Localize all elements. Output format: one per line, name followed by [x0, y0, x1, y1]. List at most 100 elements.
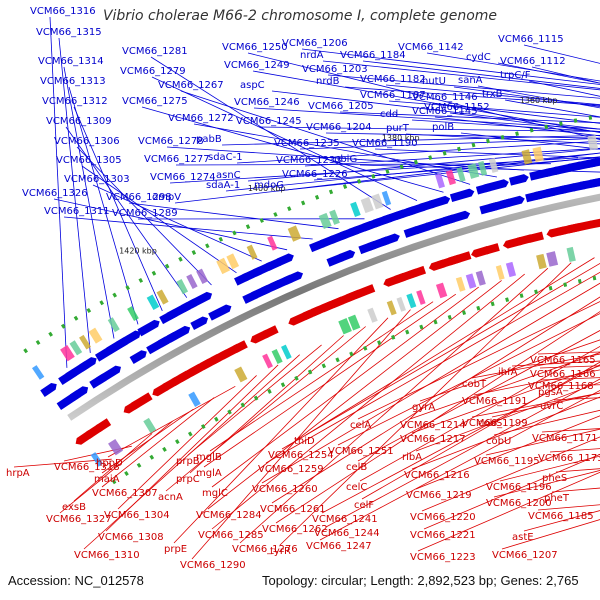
forward-gene-label: VCM66_1145: [412, 106, 478, 117]
forward-gene-label: hutU: [422, 76, 446, 87]
reverse-gene-label: prpB: [176, 456, 200, 467]
reverse-gene-label: VCM66_1166: [530, 369, 596, 380]
reverse-gene-label: maiA: [94, 474, 120, 485]
reverse-gene-label: VCM66_1307: [92, 488, 158, 499]
reverse-gene-label: ribA: [402, 452, 422, 463]
forward-strand-genes-2: [56, 175, 600, 410]
forward-gene-label: VCM66_1184: [340, 50, 406, 61]
kbp-tick-label: 1400 kbp: [248, 184, 286, 193]
genome-backbone: [67, 193, 600, 421]
reverse-gene-label: VCM66_1220: [410, 512, 476, 523]
reverse-gene-label: VCM66_1191: [462, 396, 528, 407]
forward-gene-label: trpC/F: [500, 70, 531, 81]
reverse-gene-label: cobT: [462, 379, 487, 390]
forward-gene-label: VCM66_1146: [412, 92, 478, 103]
reverse-gene-label: VCM66_1219: [406, 490, 472, 501]
forward-gene-label: VCM66_1311: [44, 206, 110, 217]
forward-gene-label: aspC: [240, 80, 265, 91]
reverse-gene-label: pgsA: [538, 387, 563, 398]
reverse-gene-label: VCM66_1199: [462, 418, 528, 429]
forward-gene-label: polB: [432, 122, 454, 133]
reverse-gene-label: VCM66_1318: [54, 462, 120, 473]
forward-gene-label: ompV: [152, 192, 181, 203]
forward-gene-label: VCM66_1187: [360, 90, 426, 101]
forward-gene-label: VCM66_1267: [158, 80, 224, 91]
forward-gene-label: sanA: [458, 75, 483, 86]
forward-gene-label: VCM66_1272: [168, 113, 234, 124]
forward-gene-label: VCM66_1277: [144, 154, 210, 165]
forward-gene-label: VCM66_1142: [398, 42, 464, 53]
kbp-tick-label: 1360 kbp: [520, 96, 558, 105]
reverse-gene-label: VCM66_1207: [492, 550, 558, 561]
forward-gene-label: VCM66_1316: [30, 6, 96, 17]
forward-gene-label: VCM66_1278: [138, 136, 204, 147]
forward-function-band: [31, 135, 599, 380]
reverse-gene-label: VCM66_1200: [486, 498, 552, 509]
reverse-gene-label: astE: [512, 532, 534, 543]
reverse-gene-label: VCM66_1304: [104, 510, 170, 521]
forward-gene-label: VCM66_1303: [64, 174, 130, 185]
reverse-gene-label: uvrC: [540, 401, 563, 412]
reverse-gene-label: pheT: [544, 493, 570, 504]
forward-gene-label: VCM66_1182: [360, 74, 426, 85]
reverse-gene-label: VCM66_1168: [528, 381, 594, 392]
reverse-gene-label: tyrR: [270, 546, 291, 557]
forward-gene-label: VCM66_1306: [54, 136, 120, 147]
forward-gene-label: VCM66_1298: [106, 192, 172, 203]
forward-gene-label: VCM66_1279: [120, 66, 186, 77]
reverse-gene-label: cobU: [486, 436, 511, 447]
reverse-gene-label: VCM66_1171: [532, 433, 598, 444]
reverse-gene-label: VCM66_1173: [538, 453, 600, 464]
forward-gene-label: VCM66_1235: [274, 138, 340, 149]
reverse-gene-label: VCM66_1290: [180, 560, 246, 571]
reverse-gene-label: VCM66_1221: [410, 530, 476, 541]
forward-gene-label: asnC: [216, 170, 241, 181]
reverse-gene-label: prpC: [176, 474, 200, 485]
forward-gene-label: pabB: [196, 134, 222, 145]
reverse-gene-label: mglA: [196, 468, 222, 479]
forward-gene-label: VCM66_1112: [500, 56, 566, 67]
forward-gene-label: VCM66_1274: [150, 172, 216, 183]
forward-gene-label: VCM66_1275: [122, 96, 188, 107]
reverse-gene-label: pheS: [542, 473, 567, 484]
forward-gene-label: cdd: [380, 109, 398, 120]
forward-gene-label: VCM66_1315: [36, 27, 102, 38]
topology-text: Topology: circular; Length: 2,892,523 bp…: [262, 573, 579, 588]
reverse-gene-label: exsB: [62, 502, 86, 513]
reverse-gene-label: prpE: [164, 544, 187, 555]
kbp-tick-label: 1420 kbp: [119, 246, 157, 255]
forward-gene-label: cydC: [466, 52, 491, 63]
reverse-gene-label: VCM66_1223: [410, 552, 476, 563]
forward-gene-label: VCM66_1312: [42, 96, 108, 107]
reverse-gene-label: VCM66_1285: [198, 530, 264, 541]
reverse-gene-label: VCM66_1195: [474, 456, 540, 467]
reverse-gene-label: VCM66_1254: [268, 450, 334, 461]
reverse-gene-label: VCM66_1241: [312, 514, 378, 525]
kbp-tick-label: 1380 kbp: [382, 134, 420, 143]
forward-gene-label: VCM66_1204: [306, 122, 372, 133]
forward-gene-label: mdoG: [254, 180, 284, 191]
reverse-gene-label: gyrA: [412, 402, 435, 413]
forward-gene-label: VCM66_1203: [302, 64, 368, 75]
reverse-gene-label: VCM66_1276: [232, 544, 298, 555]
forward-gene-label: VCM66_1246: [234, 97, 300, 108]
forward-gene-label: VCM66_1289: [112, 208, 178, 219]
reverse-gene-label: VCM66_1214: [400, 420, 466, 431]
forward-gene-label: VCM66_1281: [122, 46, 188, 57]
reverse-gene-label: celF: [354, 500, 374, 511]
forward-gene-label: VCM66_1313: [40, 76, 106, 87]
reverse-gene-label: celC: [346, 482, 367, 493]
forward-gene-label: VCM66_1233: [276, 155, 342, 166]
forward-gene-label: VCM66_1309: [46, 116, 112, 127]
reverse-gene-label: ihfA: [498, 367, 518, 378]
forward-gene-label: VCM66_1226: [282, 169, 348, 180]
reverse-gene-label: mglC: [202, 488, 228, 499]
reverse-gene-label: VCM66_1308: [98, 532, 164, 543]
reverse-gene-label: VCM66_1259: [258, 464, 324, 475]
forward-gene-label: VCM66_1205: [308, 101, 374, 112]
reverse-gene-label: hrpA: [6, 468, 30, 479]
reverse-gene-label: VCM66_1260: [252, 484, 318, 495]
reverse-gene-label: VCM66_1165: [530, 355, 596, 366]
